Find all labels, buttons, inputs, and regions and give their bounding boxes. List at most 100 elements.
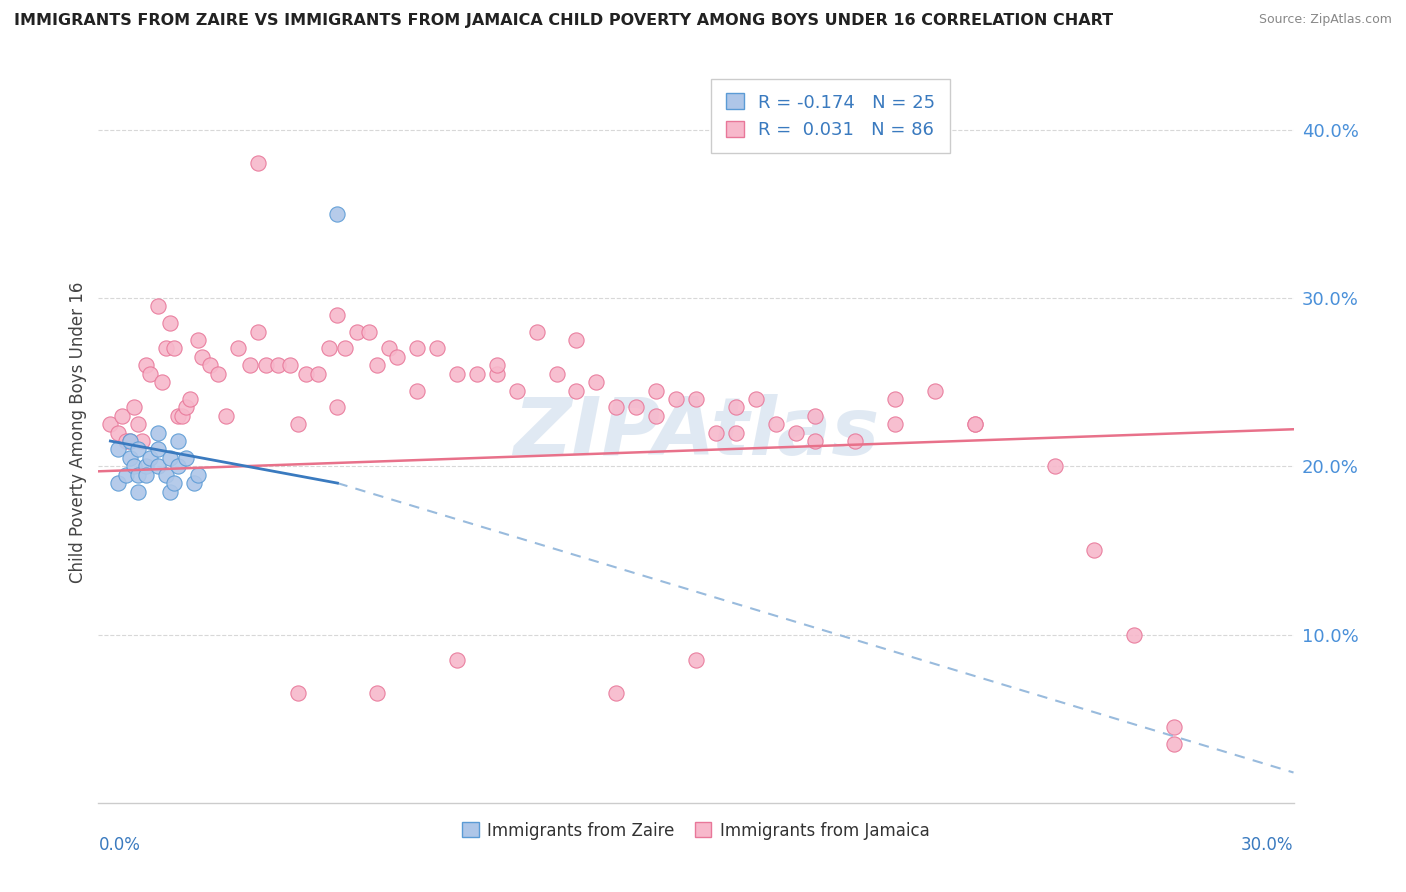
Point [565,384,588,398]
Point [884,392,907,406]
Point [148,300,170,314]
Point [378,342,401,356]
Point [139,450,162,465]
Point [155,342,177,356]
Point [294,367,316,381]
Point [120,434,142,448]
Point [1163,720,1185,734]
Point [465,367,488,381]
Point [335,342,357,356]
Point [1163,737,1185,751]
Point [626,401,648,415]
Point [127,484,149,499]
Point [174,450,197,465]
Point [645,409,668,423]
Text: 0.0%: 0.0% [98,836,141,855]
Text: ZIPAtlas: ZIPAtlas [513,393,879,472]
Point [287,417,309,432]
Point [135,467,157,482]
Point [167,409,190,423]
Point [187,467,209,482]
Point [120,450,142,465]
Point [546,367,568,381]
Point [1083,543,1105,558]
Point [139,367,162,381]
Point [884,417,907,432]
Point [135,359,157,373]
Point [804,434,827,448]
Point [565,333,588,347]
Y-axis label: Child Poverty Among Boys Under 16: Child Poverty Among Boys Under 16 [69,282,87,583]
Point [98,417,122,432]
Legend: Immigrants from Zaire, Immigrants from Jamaica: Immigrants from Zaire, Immigrants from J… [456,815,936,847]
Point [159,484,181,499]
Point [765,417,787,432]
Point [1123,627,1146,641]
Point [704,425,727,440]
Point [446,653,468,667]
Point [585,375,607,389]
Point [254,359,277,373]
Point [115,434,138,448]
Point [167,434,190,448]
Point [804,409,827,423]
Point [406,342,429,356]
Point [366,359,388,373]
Point [685,653,707,667]
Point [446,367,468,381]
Point [107,476,129,491]
Point [724,401,747,415]
Point [645,384,668,398]
Point [115,467,138,482]
Point [174,401,197,415]
Point [124,459,146,474]
Point [198,359,221,373]
Point [167,459,190,474]
Point [111,409,134,423]
Point [785,425,807,440]
Point [163,342,186,356]
Point [267,359,290,373]
Point [179,392,201,406]
Point [150,375,173,389]
Point [287,686,309,700]
Point [226,342,249,356]
Point [844,434,866,448]
Point [307,367,329,381]
Point [148,442,170,457]
Point [1043,459,1066,474]
Point [127,417,149,432]
Point [685,392,707,406]
Point [107,442,129,457]
Point [239,359,262,373]
Point [326,207,349,221]
Point [485,367,508,381]
Text: Source: ZipAtlas.com: Source: ZipAtlas.com [1258,13,1392,27]
Point [246,325,269,339]
Point [246,156,269,170]
Point [163,476,186,491]
Point [120,434,142,448]
Point [366,686,388,700]
Point [924,384,946,398]
Point [278,359,301,373]
Point [107,425,129,440]
Point [183,476,205,491]
Text: IMMIGRANTS FROM ZAIRE VS IMMIGRANTS FROM JAMAICA CHILD POVERTY AMONG BOYS UNDER : IMMIGRANTS FROM ZAIRE VS IMMIGRANTS FROM… [14,13,1114,29]
Point [605,686,627,700]
Point [135,459,157,474]
Point [605,401,627,415]
Point [385,350,409,364]
Point [406,384,429,398]
Point [207,367,229,381]
Point [172,409,194,423]
Point [724,425,747,440]
Point [318,342,340,356]
Point [148,459,170,474]
Point [131,434,153,448]
Point [127,442,149,457]
Point [127,467,149,482]
Point [124,401,146,415]
Point [506,384,529,398]
Point [326,308,349,322]
